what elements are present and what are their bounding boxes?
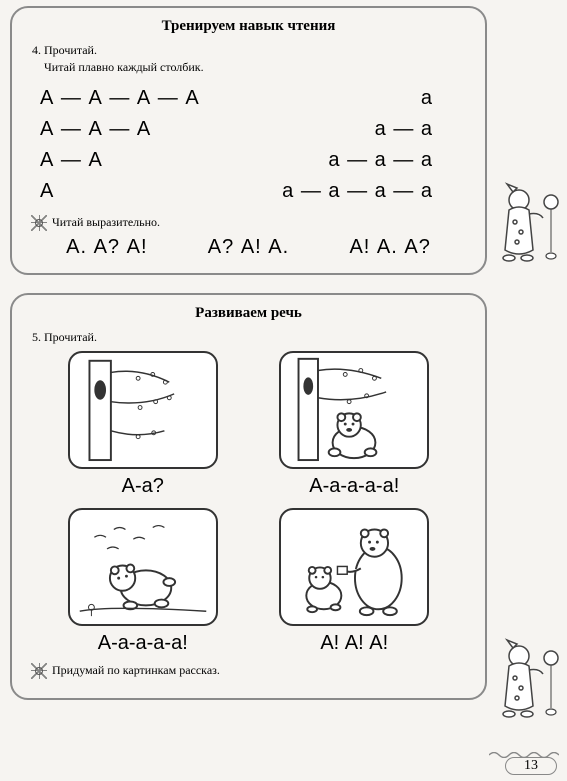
right-column: а а — а а — а — а а — а — а — а	[242, 83, 458, 207]
panel-reading: Тренируем навык чтения 4. Прочитай. Чита…	[10, 6, 487, 275]
bear-bees-icon	[70, 510, 216, 625]
left-column: А — А — А — А А — А — А А — А А	[40, 83, 232, 207]
task2-number: 5. Прочитай.	[32, 330, 469, 345]
sun-icon	[32, 216, 46, 230]
tree-icon	[70, 353, 216, 468]
caption-3: А-а-а-а-а!	[50, 632, 236, 655]
task1-number: 4. Прочитай.	[32, 43, 469, 58]
caption-2: А-а-а-а-а!	[262, 475, 448, 498]
panel1-title: Тренируем навык чтения	[28, 18, 469, 35]
picture-grid: А-а?	[50, 351, 447, 655]
clown-decoration-1	[495, 180, 561, 295]
clown-decoration-2	[495, 636, 561, 751]
seq-right-4: а — а — а — а	[242, 176, 434, 207]
expr-3: А! А. А?	[349, 236, 430, 259]
seq-left-2: А — А — А	[40, 114, 232, 145]
hint1-text: Читай выразительно.	[52, 215, 160, 230]
seq-right-3: а — а — а	[242, 145, 434, 176]
page-number: 13	[505, 757, 557, 775]
pic-cell-4: А! А! А!	[262, 508, 448, 655]
hint2-text: Придумай по картинкам рассказ.	[52, 663, 220, 678]
sun-icon	[32, 664, 46, 678]
pic-box-2	[279, 351, 429, 469]
expression-row: А. А? А! А? А! А. А! А. А?	[36, 236, 461, 259]
squiggle-decoration	[489, 745, 559, 751]
hint1: Читай выразительно.	[32, 215, 469, 230]
seq-right-1: а	[242, 83, 434, 114]
tree-bear-icon	[281, 353, 427, 468]
pic-box-1	[68, 351, 218, 469]
expr-2: А? А! А.	[208, 236, 289, 259]
pic-cell-1: А-а?	[50, 351, 236, 498]
pic-box-4	[279, 508, 429, 626]
task1-subtitle: Читай плавно каждый столбик.	[44, 60, 469, 75]
seq-left-1: А — А — А — А	[40, 83, 232, 114]
panel2-title: Развиваем речь	[28, 305, 469, 322]
pic-cell-3: А-а-а-а-а!	[50, 508, 236, 655]
hint2: Придумай по картинкам рассказ.	[32, 663, 469, 678]
expr-1: А. А? А!	[66, 236, 147, 259]
seq-right-2: а — а	[242, 114, 434, 145]
letter-columns: А — А — А — А А — А — А А — А А а а — а …	[40, 83, 457, 207]
caption-4: А! А! А!	[262, 632, 448, 655]
caption-1: А-а?	[50, 475, 236, 498]
panel-speech: Развиваем речь 5. Прочитай. А-а?	[10, 293, 487, 700]
seq-left-3: А — А	[40, 145, 232, 176]
pic-cell-2: А-а-а-а-а!	[262, 351, 448, 498]
two-bears-icon	[281, 510, 427, 625]
pic-box-3	[68, 508, 218, 626]
seq-left-4: А	[40, 176, 232, 207]
